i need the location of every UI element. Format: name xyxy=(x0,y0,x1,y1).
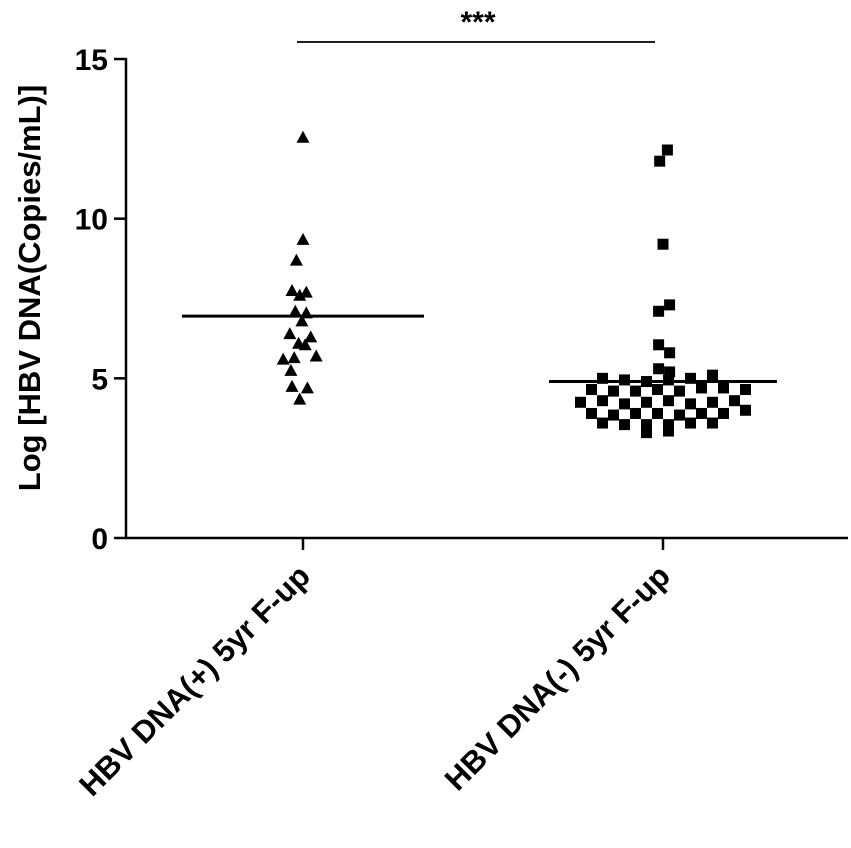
y-tick-label: 10 xyxy=(75,204,108,237)
square-point xyxy=(718,382,729,394)
x-tick-label: HBV DNA(+) 5yr F-up xyxy=(72,558,317,803)
square-point xyxy=(630,385,641,397)
square-point xyxy=(696,382,707,394)
y-tick-label: 5 xyxy=(91,363,108,396)
square-point xyxy=(661,144,673,156)
y-axis-title: Log [HBV DNA(Copies/mL)] xyxy=(12,85,47,491)
square-point xyxy=(664,299,676,311)
triangle-point xyxy=(283,327,297,340)
square-point xyxy=(664,366,676,378)
x-tick-label: HBV DNA(-) 5yr F-up xyxy=(438,558,677,797)
square-point xyxy=(654,155,666,167)
square-point xyxy=(619,374,630,386)
y-ticks: 0 5 10 15 xyxy=(75,44,126,556)
significance-label: *** xyxy=(460,6,495,39)
square-point xyxy=(608,385,619,397)
square-point xyxy=(586,407,597,419)
square-point xyxy=(653,339,665,351)
triangle-point xyxy=(299,285,313,298)
square-point xyxy=(707,396,718,408)
triangle-point xyxy=(304,330,318,343)
square-point xyxy=(630,407,641,419)
square-point xyxy=(597,372,608,384)
square-point xyxy=(685,372,696,384)
square-point xyxy=(707,417,718,429)
triangle-point xyxy=(293,392,307,405)
square-point xyxy=(663,374,674,386)
triangle-point xyxy=(296,232,310,245)
square-point xyxy=(652,407,663,419)
square-point xyxy=(740,384,751,396)
square-point xyxy=(696,407,707,419)
mean-lines xyxy=(182,314,777,384)
triangle-point xyxy=(285,284,299,297)
square-point xyxy=(641,396,652,408)
square-point xyxy=(718,407,729,419)
square-point xyxy=(664,347,676,359)
square-point xyxy=(707,369,718,381)
square-point xyxy=(685,417,696,429)
triangle-point xyxy=(284,363,298,376)
square-point xyxy=(586,384,597,396)
triangle-point xyxy=(295,314,309,327)
triangle-point xyxy=(276,352,290,365)
square-point xyxy=(729,395,740,407)
triangle-point xyxy=(288,304,302,317)
square-point xyxy=(674,385,685,397)
square-point xyxy=(652,384,663,396)
square-point xyxy=(597,417,608,429)
square-point xyxy=(663,395,674,407)
square-point xyxy=(653,305,665,317)
triangle-point xyxy=(289,253,303,266)
triangle-point xyxy=(285,379,299,392)
axes xyxy=(124,58,848,550)
triangle-point xyxy=(298,338,312,351)
square-point xyxy=(608,409,619,421)
square-point xyxy=(674,409,685,421)
square-point xyxy=(641,427,652,439)
square-point xyxy=(597,395,608,407)
y-tick-label: 15 xyxy=(75,44,108,77)
significance-bracket: *** xyxy=(297,6,655,43)
square-point xyxy=(663,419,674,431)
square-point xyxy=(685,398,696,410)
triangle-point xyxy=(300,381,314,394)
square-point xyxy=(653,363,665,375)
triangle-point xyxy=(287,351,301,364)
square-point xyxy=(641,419,652,431)
triangle-point xyxy=(293,288,307,301)
data-marks xyxy=(276,130,751,439)
square-point xyxy=(740,404,751,416)
square-point xyxy=(619,419,630,431)
category-labels: HBV DNA(+) 5yr F-up HBV DNA(-) 5yr F-up xyxy=(72,558,677,803)
y-tick-label: 0 xyxy=(91,523,108,556)
triangle-point xyxy=(309,349,323,362)
square-point xyxy=(575,396,586,408)
square-point xyxy=(657,238,669,250)
triangle-point xyxy=(296,130,310,143)
square-point xyxy=(663,425,674,437)
square-point xyxy=(619,398,630,410)
